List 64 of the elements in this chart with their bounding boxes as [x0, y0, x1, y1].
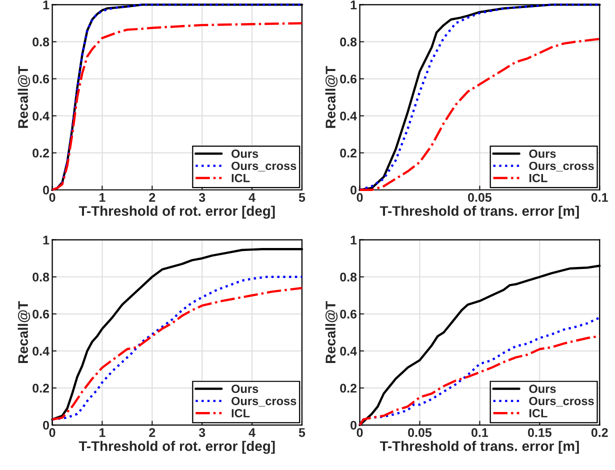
x-axis-title: T-Threshold of rot. error [deg]: [78, 440, 275, 454]
x-axis-title: T-Threshold of rot. error [deg]: [78, 206, 275, 219]
y-tick-label: 0.6: [32, 74, 50, 84]
y-tick-label: 1: [43, 0, 50, 10]
y-tick-label: 0.4: [32, 112, 50, 120]
x-tick-label: 0: [49, 192, 56, 202]
y-tick-label: 0.8: [32, 272, 50, 282]
x-tick-label: 1: [100, 428, 106, 437]
y-tick-label: 0: [43, 420, 49, 430]
y-tick-label: 0.8: [340, 38, 357, 46]
x-axis-title: T-Threshold of trans. error [m]: [380, 440, 579, 454]
x-tick-label: 0.05: [468, 192, 492, 202]
y-axis-title: Recall@T: [325, 66, 338, 128]
y-tick-label: 0.6: [340, 310, 357, 319]
legend-label: Ours_cross: [232, 162, 296, 172]
x-tick-label: 4: [248, 428, 256, 437]
x-tick-label: 0.2: [591, 428, 608, 437]
legend-label: ICL: [232, 174, 250, 182]
legend-label: Ours_cross: [529, 162, 594, 172]
y-tick-label: 0.4: [32, 346, 50, 356]
y-tick-label: 0.4: [340, 112, 357, 120]
y-tick-label: 0.6: [340, 74, 357, 84]
x-tick-label: 0: [356, 428, 363, 437]
y-axis-title: Recall@T: [18, 301, 30, 363]
x-tick-label: 0.1: [472, 428, 488, 437]
y-tick-label: 0: [43, 186, 49, 195]
y-tick-label: 0.4: [340, 346, 357, 356]
y-axis-title: Recall@T: [325, 301, 338, 363]
x-tick-label: 0.05: [408, 428, 432, 437]
x-tick-label: 0: [49, 428, 56, 437]
x-axis-title: T-Threshold of trans. error [m]: [380, 206, 579, 219]
legend-label: ICL: [232, 409, 250, 418]
x-tick-label: 2: [149, 428, 156, 437]
legend-label: Ours: [232, 150, 258, 158]
legend-label: ICL: [529, 409, 548, 418]
y-tick-label: 0.6: [32, 310, 50, 319]
y-tick-label: 1: [350, 0, 357, 10]
y-tick-label: 1: [43, 236, 50, 244]
legend-label: Ours: [529, 150, 556, 158]
y-tick-label: 0.8: [32, 38, 50, 46]
y-tick-label: 0.2: [340, 148, 356, 158]
y-tick-label: 0.2: [32, 384, 49, 393]
legend-label: Ours_cross: [232, 396, 296, 407]
x-tick-label: 3: [198, 428, 206, 437]
legend-label: ICL: [529, 174, 548, 182]
y-axis-title: Recall@T: [18, 66, 30, 128]
x-tick-label: 2: [149, 192, 156, 202]
y-tick-label: 0.2: [32, 148, 49, 158]
x-tick-label: 0.1: [591, 192, 608, 202]
y-tick-label: 0.8: [340, 272, 357, 282]
legend-label: Ours: [529, 384, 556, 394]
legend-label: Ours: [232, 384, 258, 394]
x-tick-label: 5: [298, 193, 306, 202]
x-tick-label: 0.15: [528, 428, 552, 437]
x-tick-label: 5: [298, 428, 306, 437]
x-tick-label: 1: [100, 193, 106, 202]
y-tick-label: 0.2: [340, 384, 356, 393]
x-tick-label: 3: [198, 192, 206, 202]
y-tick-label: 0: [350, 186, 356, 195]
legend-label: Ours_cross: [529, 396, 594, 407]
x-tick-label: 0: [356, 192, 363, 202]
y-tick-label: 0: [350, 420, 356, 430]
x-tick-label: 4: [248, 193, 256, 202]
y-tick-label: 1: [350, 236, 357, 244]
